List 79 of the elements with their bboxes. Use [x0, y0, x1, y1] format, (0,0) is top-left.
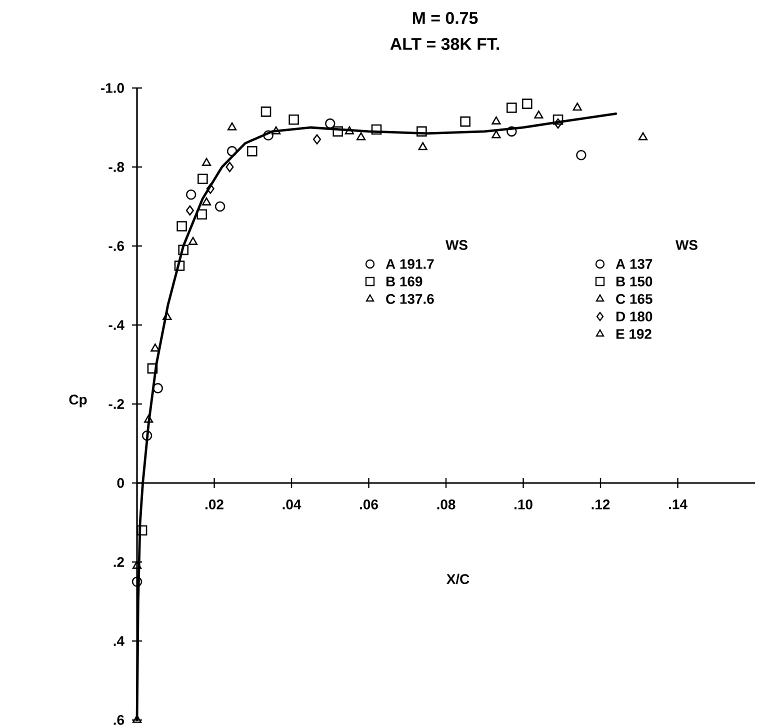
point	[324, 118, 336, 129]
annotation: WS	[446, 240, 468, 250]
point	[506, 126, 517, 137]
y-tick-label: -.2	[108, 399, 124, 409]
point	[260, 106, 272, 117]
point	[272, 126, 281, 134]
chart-subtitle: ALT = 38K FT.	[390, 38, 499, 50]
point	[196, 209, 208, 220]
legend-label: C 137.6	[386, 294, 434, 304]
y-tick-label: -.4	[108, 320, 124, 330]
point	[186, 205, 194, 216]
point	[186, 189, 196, 200]
point	[226, 162, 234, 172]
y-tick-label: .6	[114, 715, 124, 725]
legend-label: B 150	[616, 276, 652, 286]
point	[356, 132, 366, 140]
point	[246, 146, 258, 156]
x-tick-label: .08	[437, 500, 456, 510]
point	[506, 102, 517, 113]
point	[344, 126, 354, 134]
point	[263, 130, 274, 141]
point	[227, 122, 237, 130]
point	[460, 116, 470, 127]
legend-label: C 165	[616, 294, 652, 304]
x-tick-label: .04	[282, 500, 302, 510]
x-tick-label: .12	[592, 500, 610, 510]
legend-label: B 169	[386, 276, 422, 286]
legend-label: A 137	[616, 259, 652, 269]
y-axis-title: Cp	[69, 394, 87, 408]
point	[534, 110, 544, 119]
point	[312, 134, 322, 144]
point	[174, 260, 185, 271]
x-axis-title: X/C	[446, 574, 470, 584]
point	[202, 158, 212, 166]
point	[332, 126, 344, 137]
point	[554, 118, 562, 129]
point	[132, 714, 142, 723]
y-tick-label: 0	[117, 478, 124, 488]
point	[492, 130, 501, 138]
point	[552, 114, 564, 125]
point	[206, 184, 214, 194]
point	[572, 102, 582, 111]
x-tick-label: .06	[360, 500, 378, 510]
y-tick-label: -1.0	[101, 83, 124, 93]
y-tick-label: .4	[114, 636, 124, 646]
point	[214, 201, 226, 212]
point	[144, 414, 154, 423]
point	[418, 142, 428, 150]
point	[371, 124, 382, 135]
point	[136, 525, 148, 536]
point	[522, 98, 532, 109]
point	[226, 146, 238, 156]
legend-label: D 180	[616, 312, 652, 322]
x-tick-label: .02	[206, 500, 224, 510]
point	[150, 344, 160, 352]
x-tick-label: .14	[669, 500, 688, 510]
annotation: WS	[676, 240, 698, 250]
point	[142, 430, 152, 441]
point	[198, 174, 208, 184]
point	[176, 221, 187, 232]
point	[576, 150, 586, 160]
point	[162, 312, 172, 320]
point	[638, 132, 648, 140]
x-tick-label: .10	[514, 500, 532, 510]
point	[202, 197, 212, 206]
y-tick-label: -.8	[108, 162, 124, 172]
point	[132, 576, 142, 587]
point	[152, 383, 164, 394]
y-tick-label: -.6	[108, 241, 124, 251]
point	[288, 114, 299, 125]
point	[178, 244, 189, 256]
point	[416, 126, 427, 137]
legend-label: A 191.7	[386, 259, 434, 269]
point	[492, 116, 501, 124]
chart-title: M = 0.75	[412, 12, 478, 24]
legend-label: E 192	[616, 329, 652, 339]
point	[147, 363, 158, 374]
y-tick-label: .2	[114, 557, 124, 567]
point	[188, 236, 198, 245]
